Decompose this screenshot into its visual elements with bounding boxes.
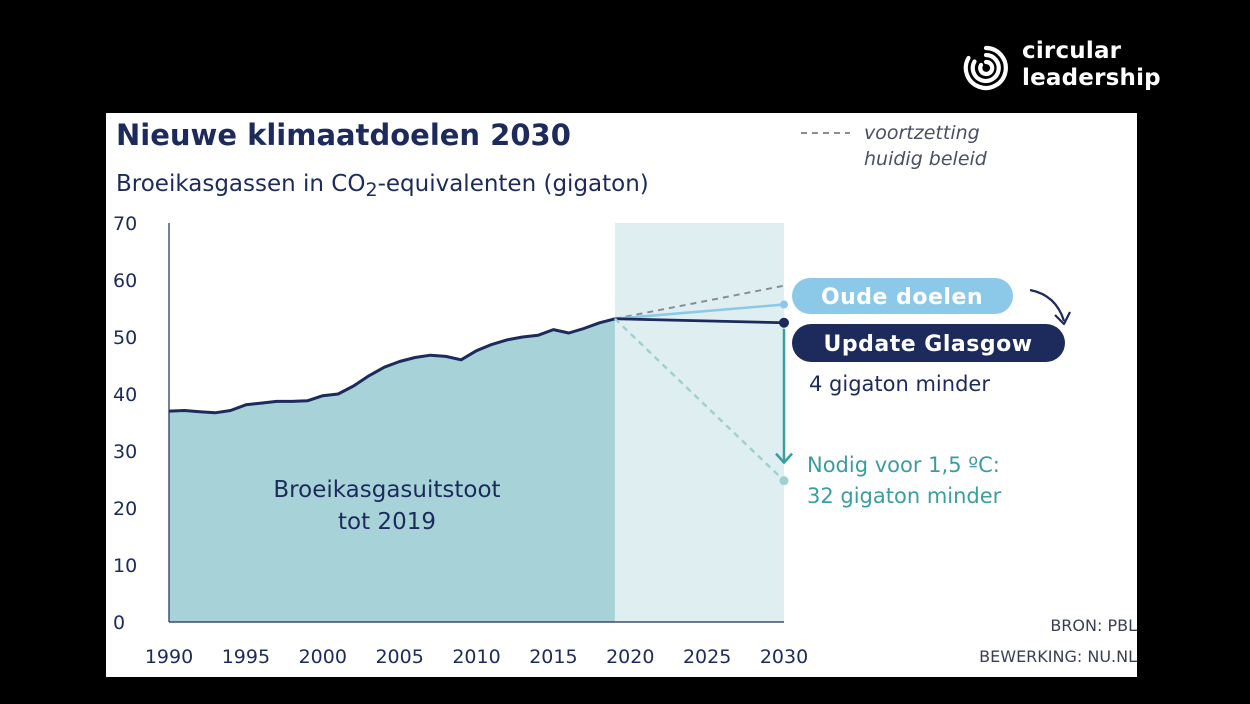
legend-label-line1: voortzetting — [864, 122, 980, 144]
y-tick-label: 20 — [113, 498, 137, 520]
curved-arrow — [1029, 288, 1066, 322]
x-tick-label: 2005 — [375, 646, 423, 668]
brand-name-line2: leadership — [1022, 65, 1161, 91]
y-tick-label: 10 — [113, 555, 137, 577]
projection-line-update-glasgow — [614, 317, 785, 325]
y-tick-label: 70 — [113, 213, 137, 235]
old-targets-label: Oude doelen — [821, 285, 983, 310]
historic-line — [168, 317, 616, 415]
source-line1: BRON: PBL — [1050, 616, 1137, 635]
projection-line-current-policy — [614, 284, 785, 320]
projection-layer — [614, 223, 784, 622]
y-tick-label: 50 — [113, 327, 137, 349]
glasgow-callout: Update Glasgow — [792, 324, 1065, 362]
chart-subtitle: Broeikasgassen in CO2-equivalenten (giga… — [116, 171, 649, 201]
brand-name-line1: circular — [1022, 38, 1122, 64]
needed-note-line2: 32 gigaton minder — [807, 484, 1002, 508]
legend-label-line2: huidig beleid — [864, 148, 988, 170]
reduction-arrow-head — [775, 452, 793, 464]
historic-label-line2: tot 2019 — [338, 509, 436, 535]
source-line2: BEWERKING: NU.NL — [979, 647, 1137, 666]
y-tick-label: 40 — [113, 384, 137, 406]
projection-region — [614, 223, 784, 622]
old-targets-point — [780, 300, 788, 309]
subtitle-subscript: 2 — [365, 179, 377, 201]
curved-arrow-head — [1054, 311, 1071, 326]
x-tick-label: 2015 — [529, 646, 577, 668]
y-tick-label: 60 — [113, 270, 137, 292]
subtitle-suffix: -equivalenten (gigaton) — [378, 171, 649, 197]
old-targets-callout: Oude doelen — [792, 278, 1013, 314]
chart-panel: 0 10 20 30 40 50 60 70 1990 1995 2000 2005 2010 2015 2… — [106, 113, 1137, 677]
needed-point — [779, 476, 789, 486]
old-targets-pill — [792, 278, 1013, 314]
x-tick-label: 2000 — [299, 646, 347, 668]
needed-note-line1: Nodig voor 1,5 ºC: — [807, 453, 1000, 477]
glasgow-pill — [792, 324, 1065, 362]
historic-label-line1: Broeikasgasuitstoot — [273, 477, 500, 503]
historic-area-layer — [168, 317, 616, 622]
swirl-logo-icon — [963, 45, 1008, 91]
y-tick-label: 0 — [113, 612, 125, 634]
subtitle-prefix: Broeikasgassen in CO — [116, 171, 365, 197]
chart-title: Nieuwe klimaatdoelen 2030 — [116, 118, 571, 152]
historic-area — [169, 318, 615, 622]
x-tick-label: 2030 — [760, 646, 808, 668]
x-tick-label: 2010 — [452, 646, 500, 668]
brand-logo: circular leadership — [962, 38, 1182, 98]
projection-lines-layer — [614, 284, 793, 486]
y-tick-label: 30 — [113, 441, 137, 463]
legend: voortzetting huidig beleid — [801, 122, 988, 170]
projection-line-old-targets — [614, 303, 785, 321]
glasgow-point — [779, 317, 789, 328]
glasgow-note: 4 gigaton minder — [809, 372, 990, 396]
x-tick-label: 1995 — [222, 646, 270, 668]
x-tick-label: 2025 — [683, 646, 731, 668]
x-tick-label: 2020 — [606, 646, 654, 668]
x-tick-label: 1990 — [145, 646, 193, 668]
glasgow-label: Update Glasgow — [823, 332, 1032, 357]
